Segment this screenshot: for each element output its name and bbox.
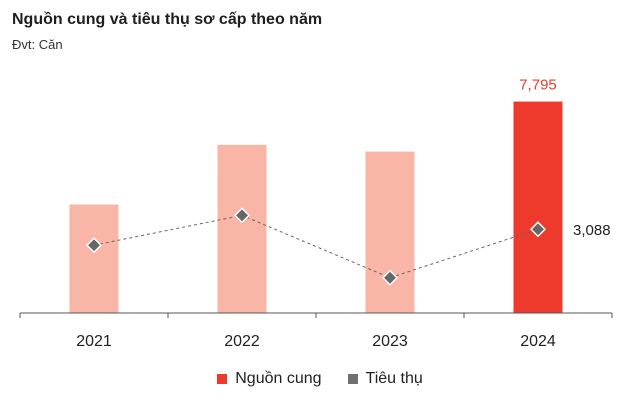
consumption-marker-2022 <box>233 207 251 224</box>
x-tick-label-2022: 2022 <box>224 333 260 350</box>
consumption-line <box>93 214 539 279</box>
legend: Nguồn cung Tiêu thụ <box>0 370 640 388</box>
consumption-marker-2021 <box>85 237 103 254</box>
legend-item-supply: Nguồn cung <box>217 370 322 388</box>
x-tick-label-2021: 2021 <box>76 333 112 350</box>
bar-2022 <box>217 144 267 313</box>
bar-data-label-2024: 7,795 <box>519 77 557 94</box>
chart-title: Nguồn cung và tiêu thụ sơ cấp theo năm <box>12 11 323 28</box>
legend-swatch-consumption <box>347 374 358 384</box>
x-tick-label-2023: 2023 <box>372 333 408 350</box>
bar-2023 <box>365 151 415 313</box>
chart-subtitle: Đvt: Căn <box>12 37 63 52</box>
consumption-marker-2023 <box>381 269 399 286</box>
legend-label-consumption: Tiêu thụ <box>365 370 423 387</box>
bar-2024 <box>513 101 563 313</box>
consumption-data-label-2024: 3,088 <box>573 222 611 239</box>
x-tick-label-2024: 2024 <box>520 333 556 350</box>
bar-2021 <box>69 204 119 313</box>
legend-item-consumption: Tiêu thụ <box>347 370 423 388</box>
legend-swatch-supply <box>217 374 228 384</box>
legend-label-supply: Nguồn cung <box>235 370 322 387</box>
consumption-marker-2024 <box>529 221 547 238</box>
